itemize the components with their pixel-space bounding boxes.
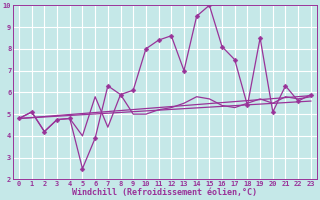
X-axis label: Windchill (Refroidissement éolien,°C): Windchill (Refroidissement éolien,°C) bbox=[72, 188, 258, 197]
